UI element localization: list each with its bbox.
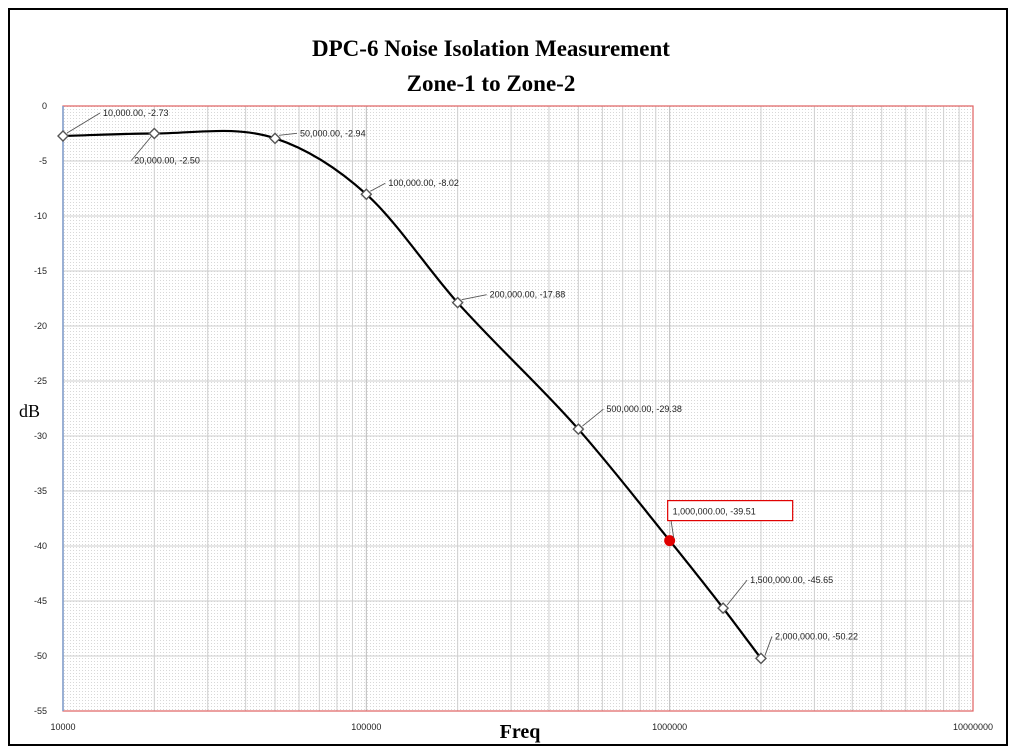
data-label-group: 500,000.00, -29.38: [582, 404, 682, 427]
x-tick-label: 1000000: [652, 722, 687, 732]
data-point-marker: [148, 127, 161, 140]
data-label: 10,000.00, -2.73: [103, 108, 169, 118]
y-tick-label: -45: [34, 596, 47, 606]
x-axis-title: Freq: [500, 721, 541, 743]
data-point-marker: [451, 296, 464, 309]
data-label: 1,500,000.00, -45.65: [750, 575, 833, 585]
data-label: 50,000.00, -2.94: [300, 128, 366, 138]
chart-title: DPC-6 Noise Isolation Measurement: [312, 36, 670, 61]
data-point-marker: [57, 130, 69, 143]
y-tick-label: -40: [34, 541, 47, 551]
data-point-marker: [269, 132, 282, 145]
data-label-group: 10,000.00, -2.73: [66, 108, 169, 134]
data-point-marker: [572, 423, 585, 436]
data-label-group: 20,000.00, -2.50: [130, 136, 200, 166]
data-label-group: 200,000.00, -17.88: [461, 290, 566, 301]
data-label: 2,000,000.00, -50.22: [775, 631, 858, 641]
leader-line: [66, 112, 101, 134]
leader-line: [726, 579, 748, 606]
highlight-label-box: [667, 500, 794, 522]
y-tick-label: -5: [39, 156, 47, 166]
leader-line: [582, 408, 604, 427]
y-tick-label: -20: [34, 321, 47, 331]
data-point-marker: [717, 602, 730, 615]
leader-line: [278, 132, 298, 136]
leader-line: [370, 182, 386, 192]
leader-line: [764, 636, 773, 656]
data-label-group: 2,000,000.00, -50.22: [764, 631, 858, 656]
y-tick-label: -30: [34, 431, 47, 441]
data-label: 20,000.00, -2.50: [134, 156, 200, 166]
data-label-group: 50,000.00, -2.94: [278, 128, 366, 138]
x-tick-label: 10000: [50, 722, 75, 732]
y-tick-label: -35: [34, 486, 47, 496]
data-label: 200,000.00, -17.88: [490, 290, 566, 300]
plot-area: [63, 106, 973, 711]
y-tick-label: -25: [34, 376, 47, 386]
y-tick-label: -15: [34, 266, 47, 276]
data-label: 1,000,000.00, -39.51: [673, 507, 756, 517]
data-label: 100,000.00, -8.02: [388, 178, 459, 188]
chart-subtitle: Zone-1 to Zone-2: [407, 71, 576, 96]
data-label-group: 1,500,000.00, -45.65: [726, 575, 833, 606]
leader-line: [130, 136, 152, 161]
data-markers: [57, 127, 767, 665]
data-point-marker: [754, 652, 767, 665]
x-tick-label: 100000: [351, 722, 381, 732]
data-label: 500,000.00, -29.38: [606, 404, 682, 414]
x-tick-label: 10000000: [953, 722, 993, 732]
y-tick-label: -55: [34, 706, 47, 716]
data-point-marker: [360, 188, 373, 201]
data-label-group: 100,000.00, -8.02: [370, 178, 459, 192]
y-tick-labels: 0 -5 -10 -15 -20 -25 -30 -35 -40 -45 -50 -55: [34, 101, 47, 716]
y-tick-label: 0: [42, 101, 47, 111]
y-tick-label: -50: [34, 651, 47, 661]
data-label-group: 1,000,000.00, -39.51: [667, 500, 794, 538]
y-tick-label: -10: [34, 211, 47, 221]
leader-line: [461, 294, 487, 301]
y-axis-title: dB: [19, 401, 40, 421]
data-point-highlight: [664, 535, 676, 547]
data-labels: 10,000.00, -2.73 20,000.00, -2.50 50,000.0…: [66, 108, 858, 656]
x-tick-labels: 10000 100000 1000000 10000000: [50, 722, 993, 732]
